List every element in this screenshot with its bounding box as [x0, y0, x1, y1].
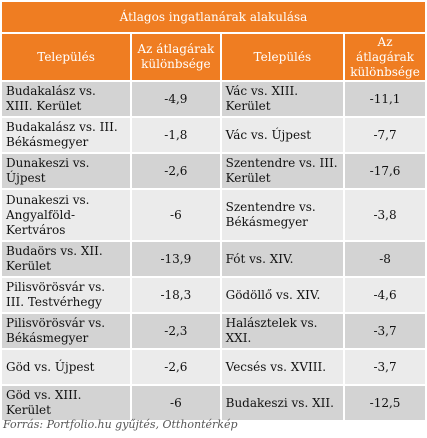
row-left-name: Pilisvörösvár vs. III. Testvérhegy — [2, 278, 131, 312]
header-difference-1: Az átlagárak különbsége — [132, 34, 220, 80]
row-left-name: Göd vs. Újpest — [2, 350, 131, 384]
row-right-value: -3,7 — [345, 350, 425, 384]
row-right-value: -7,7 — [345, 118, 425, 152]
row-right-name: Gödöllő vs. XIV. — [221, 278, 344, 312]
row-right-name: Vác vs. Újpest — [221, 118, 344, 152]
row-left-name: Dunakeszi vs. Angyalföld-Kertváros — [2, 190, 131, 240]
row-left-value: -2,6 — [132, 350, 220, 384]
row-right-value: -3,8 — [345, 190, 425, 240]
table-row: Göd vs. XIII. Kerület -6 Budakeszi vs. X… — [2, 386, 425, 420]
row-left-value: -2,6 — [132, 154, 220, 188]
row-right-value: -3,7 — [345, 314, 425, 348]
table-row: Pilisvörösvár vs. III. Testvérhegy -18,3… — [2, 278, 425, 312]
row-left-value: -1,8 — [132, 118, 220, 152]
header-row: Település Az átlagárak különbsége Telepü… — [2, 34, 425, 80]
header-difference-2: Az átlagárak különbsége — [345, 34, 425, 80]
table-row: Budakalász vs. XIII. Kerület -4,9 Vác vs… — [2, 82, 425, 116]
table-row: Pilisvörösvár vs. Békásmegyer -2,3 Halás… — [2, 314, 425, 348]
row-right-name: Halásztelek vs. XXI. — [221, 314, 344, 348]
row-left-value: -2,3 — [132, 314, 220, 348]
row-left-name: Pilisvörösvár vs. Békásmegyer — [2, 314, 131, 348]
row-right-value: -4,6 — [345, 278, 425, 312]
row-right-value: -12,5 — [345, 386, 425, 420]
row-right-value: -11,1 — [345, 82, 425, 116]
row-right-value: -17,6 — [345, 154, 425, 188]
header-location-1: Település — [2, 34, 131, 80]
table-row: Budakalász vs. III. Békásmegyer -1,8 Vác… — [2, 118, 425, 152]
row-left-value: -18,3 — [132, 278, 220, 312]
row-left-name: Budaörs vs. XII. Kerület — [2, 242, 131, 276]
row-right-name: Szentendre vs. III. Kerület — [221, 154, 344, 188]
price-table: Átlagos ingatlanárak alakulása Település… — [2, 2, 425, 420]
table-row: Budaörs vs. XII. Kerület -13,9 Fót vs. X… — [2, 242, 425, 276]
table-row: Dunakeszi vs. Újpest -2,6 Szentendre vs.… — [2, 154, 425, 188]
row-left-name: Göd vs. XIII. Kerület — [2, 386, 131, 420]
row-right-name: Vecsés vs. XVIII. — [221, 350, 344, 384]
table-row: Dunakeszi vs. Angyalföld-Kertváros -6 Sz… — [2, 190, 425, 240]
row-right-value: -8 — [345, 242, 425, 276]
table-row: Göd vs. Újpest -2,6 Vecsés vs. XVIII. -3… — [2, 350, 425, 384]
row-right-name: Budakeszi vs. XII. — [221, 386, 344, 420]
row-left-value: -4,9 — [132, 82, 220, 116]
row-left-value: -6 — [132, 386, 220, 420]
row-right-name: Szentendre vs. Békásmegyer — [221, 190, 344, 240]
row-left-value: -13,9 — [132, 242, 220, 276]
row-left-name: Dunakeszi vs. Újpest — [2, 154, 131, 188]
source-note: Forrás: Portfolio.hu gyűjtés, Otthontérk… — [3, 418, 238, 431]
row-left-value: -6 — [132, 190, 220, 240]
table-title: Átlagos ingatlanárak alakulása — [2, 2, 425, 32]
header-location-2: Település — [221, 34, 344, 80]
row-left-name: Budakalász vs. III. Békásmegyer — [2, 118, 131, 152]
row-left-name: Budakalász vs. XIII. Kerület — [2, 82, 131, 116]
row-right-name: Vác vs. XIII. Kerület — [221, 82, 344, 116]
title-row: Átlagos ingatlanárak alakulása — [2, 2, 425, 32]
row-right-name: Fót vs. XIV. — [221, 242, 344, 276]
